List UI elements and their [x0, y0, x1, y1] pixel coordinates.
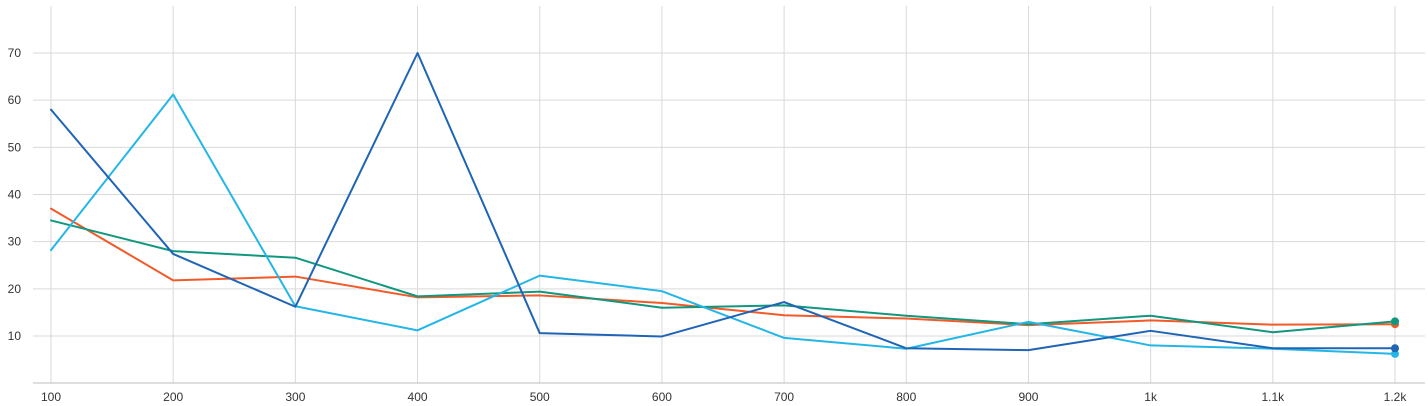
x-tick-label: 1k — [1144, 390, 1158, 404]
y-tick-labels: 10 20 30 40 50 60 70 — [8, 46, 22, 343]
x-tick-label: 300 — [285, 390, 305, 404]
x-tick-label: 900 — [1018, 390, 1038, 404]
series-end-markers — [1391, 317, 1399, 358]
series-line-2 — [50, 219, 1396, 334]
y-tick-label: 30 — [8, 235, 22, 249]
y-tick-label: 50 — [8, 140, 22, 154]
y-tick-label: 60 — [8, 93, 22, 107]
x-tick-label: 700 — [774, 390, 794, 404]
series-line-4 — [50, 52, 1396, 352]
x-tick-label: 800 — [896, 390, 916, 404]
x-tick-label: 200 — [163, 390, 183, 404]
series-line-1 — [50, 207, 1396, 327]
y-gridlines — [33, 52, 1425, 337]
y-tick-label: 70 — [8, 46, 22, 60]
x-tick-label: 100 — [41, 390, 61, 404]
series-end-marker — [1391, 349, 1399, 358]
series-line-3 — [50, 93, 1396, 355]
x-tick-label: 1.2k — [1384, 390, 1408, 404]
series-lines — [50, 52, 1396, 355]
x-tick-label: 1.1k — [1261, 390, 1285, 404]
x-tick-labels: 100 200 300 400 500 600 700 800 900 1k 1.1k 1.2k — [41, 390, 1407, 404]
y-tick-label: 20 — [8, 282, 22, 296]
y-tick-label: 10 — [8, 329, 22, 343]
x-gridlines — [50, 6, 1396, 383]
series-end-marker — [1391, 344, 1399, 353]
x-tick-label: 400 — [408, 390, 428, 404]
y-tick-label: 40 — [8, 188, 22, 202]
x-tick-label: 600 — [652, 390, 672, 404]
x-tick-label: 500 — [530, 390, 550, 404]
series-end-marker — [1391, 317, 1399, 326]
